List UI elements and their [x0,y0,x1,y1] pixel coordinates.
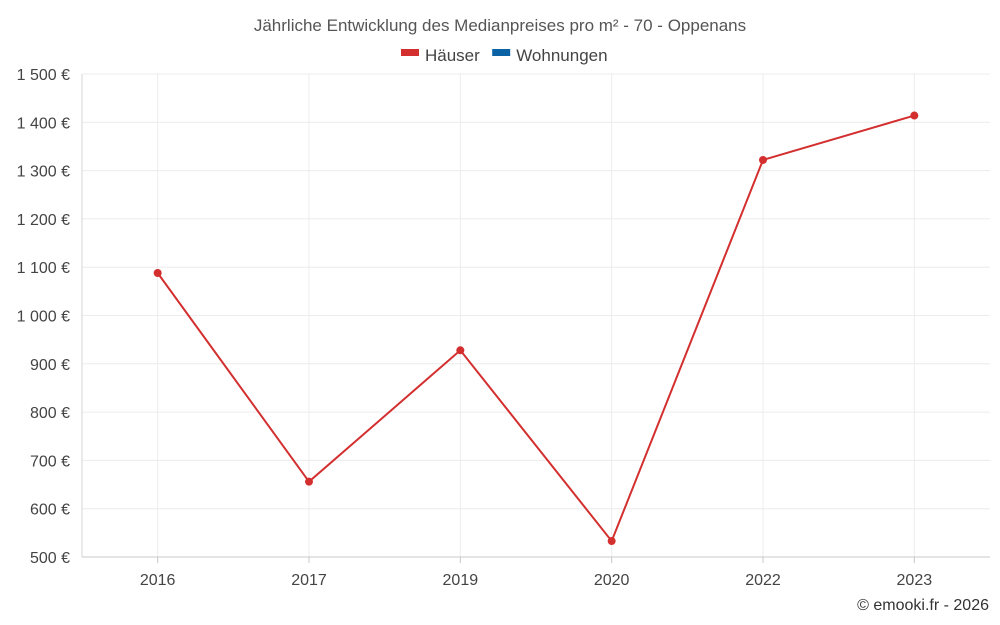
legend-swatch [401,49,419,56]
y-tick-label: 1 500 € [17,67,70,84]
legend-item-1[interactable]: Wohnungen [492,46,608,65]
x-tick-label: 2017 [291,572,327,589]
data-point[interactable] [305,477,313,486]
data-point[interactable] [153,268,162,277]
x-tick-label: 2022 [745,572,781,589]
legend: Häuser Wohnungen [401,46,608,65]
data-point[interactable] [607,537,616,546]
y-axis-tick-labels: 500 € 600 € 700 € 800 € 900 € 1 000 € 1 100 € 1… [17,67,70,567]
legend-item-0[interactable]: Häuser [401,46,480,65]
data-point[interactable] [910,111,919,120]
data-points [153,111,919,546]
y-tick-label: 1 300 € [17,164,70,181]
y-tick-label: 700 € [30,453,70,470]
gridlines [82,73,990,557]
series-lines [156,114,915,544]
data-point[interactable] [456,346,465,355]
x-tick-label: 2023 [897,572,933,589]
axes [81,74,990,563]
legend-swatch [492,49,511,56]
y-tick-label: 1 400 € [17,115,70,132]
chart-title: Jährliche Entwicklung des Medianpreises … [254,16,746,35]
legend-label: Wohnungen [516,46,607,65]
x-tick-label: 2016 [140,572,176,589]
y-tick-label: 1 100 € [17,260,70,277]
y-tick-label: 1 200 € [17,212,70,229]
x-axis-tick-labels: 2016 2017 2019 2020 2022 2023 [140,572,932,589]
y-tick-label: 500 € [30,550,70,567]
y-tick-label: 800 € [30,405,70,422]
x-tick-label: 2020 [594,572,630,589]
y-tick-label: 900 € [30,357,70,374]
y-tick-label: 1 000 € [17,309,70,326]
credit-text: © emooki.fr - 2026 [857,597,989,614]
data-point[interactable] [759,155,767,164]
y-tick-label: 600 € [30,502,70,519]
series-line-0 [156,114,915,544]
x-tick-label: 2019 [443,572,479,589]
legend-label: Häuser [425,46,480,65]
